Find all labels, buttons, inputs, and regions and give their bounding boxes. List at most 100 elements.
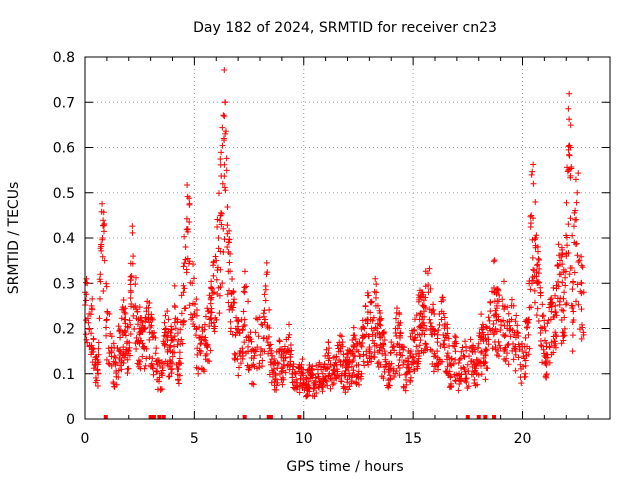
zero-marker xyxy=(161,415,166,419)
data-point xyxy=(250,355,257,362)
data-point xyxy=(532,299,539,306)
data-point xyxy=(111,383,118,390)
data-point xyxy=(212,253,219,260)
data-point xyxy=(350,367,357,374)
data-point xyxy=(402,387,409,394)
data-point xyxy=(373,281,380,288)
data-point xyxy=(289,366,296,373)
data-point xyxy=(268,379,275,386)
data-point xyxy=(417,337,424,344)
data-point xyxy=(282,354,289,361)
data-point xyxy=(401,344,408,351)
data-point xyxy=(478,362,485,369)
data-point xyxy=(337,332,344,339)
data-point xyxy=(493,328,500,335)
data-point xyxy=(268,350,275,357)
data-point xyxy=(537,324,544,331)
data-point xyxy=(360,324,367,331)
data-point xyxy=(434,348,441,355)
data-point xyxy=(537,284,544,291)
data-point xyxy=(181,305,188,312)
data-point xyxy=(124,366,131,373)
data-point xyxy=(117,351,124,358)
data-point xyxy=(462,376,469,383)
data-point xyxy=(372,333,379,340)
data-point xyxy=(575,301,582,308)
data-point xyxy=(95,339,102,346)
data-point xyxy=(310,380,317,387)
data-point xyxy=(191,310,198,317)
data-point xyxy=(127,321,134,328)
data-point xyxy=(209,290,216,297)
data-point xyxy=(171,349,178,356)
grid-lines xyxy=(85,57,610,419)
data-point xyxy=(400,361,407,368)
data-point xyxy=(370,314,377,321)
data-point xyxy=(396,311,403,318)
data-point xyxy=(251,352,258,359)
data-point xyxy=(220,225,227,232)
data-point xyxy=(257,346,264,353)
data-point xyxy=(565,105,572,112)
data-point xyxy=(502,344,509,351)
data-point xyxy=(448,362,455,369)
data-point xyxy=(374,325,381,332)
data-point xyxy=(430,301,437,308)
data-point xyxy=(364,308,371,315)
data-point xyxy=(309,363,316,370)
data-point xyxy=(513,312,520,319)
data-point xyxy=(527,213,534,220)
data-point xyxy=(346,383,353,390)
data-point xyxy=(285,361,292,368)
data-point xyxy=(356,381,363,388)
data-point xyxy=(207,347,214,354)
data-point xyxy=(458,365,465,372)
data-point xyxy=(456,381,463,388)
data-point xyxy=(191,301,198,308)
data-point xyxy=(194,351,201,358)
data-point xyxy=(103,317,110,324)
data-point xyxy=(101,257,108,264)
data-point xyxy=(148,311,155,318)
data-point xyxy=(237,360,244,367)
data-point xyxy=(566,151,573,158)
data-point xyxy=(537,330,544,337)
data-point xyxy=(403,376,410,383)
data-point xyxy=(132,340,139,347)
data-point xyxy=(247,329,254,336)
data-point xyxy=(563,300,570,307)
data-point xyxy=(113,368,120,375)
data-point xyxy=(567,172,574,179)
data-point xyxy=(529,277,536,284)
data-point xyxy=(394,305,401,312)
data-point xyxy=(501,322,508,329)
data-point xyxy=(320,364,327,371)
data-point xyxy=(202,337,209,344)
data-point xyxy=(118,366,125,373)
data-point xyxy=(178,336,185,343)
data-point xyxy=(301,386,308,393)
data-point xyxy=(306,384,313,391)
data-point xyxy=(213,276,220,283)
data-point xyxy=(468,371,475,378)
data-point xyxy=(299,382,306,389)
data-point xyxy=(230,304,237,311)
data-point xyxy=(170,336,177,343)
data-point xyxy=(404,369,411,376)
data-point xyxy=(535,255,542,262)
data-point xyxy=(183,266,190,273)
data-point xyxy=(367,299,374,306)
data-point xyxy=(174,330,181,337)
data-point xyxy=(563,199,570,206)
data-point xyxy=(316,375,323,382)
data-point xyxy=(422,304,429,311)
data-point xyxy=(180,318,187,325)
data-point xyxy=(539,313,546,320)
data-point xyxy=(108,349,115,356)
data-point xyxy=(522,362,529,369)
data-point xyxy=(132,274,139,281)
data-point xyxy=(366,355,373,362)
data-point xyxy=(438,316,445,323)
data-point xyxy=(190,320,197,327)
